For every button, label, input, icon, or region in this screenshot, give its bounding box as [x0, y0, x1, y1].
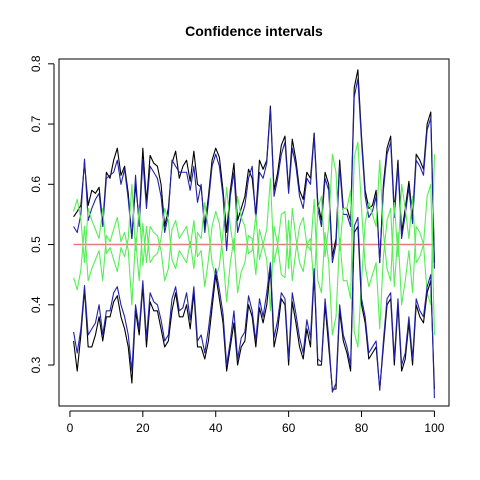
series-line-4 — [73, 153, 435, 348]
chart-title: Confidence intervals — [185, 23, 323, 39]
y-tick-label: 0.6 — [29, 176, 43, 193]
plot-frame — [58, 58, 450, 407]
plot-area — [73, 69, 435, 399]
y-tick-label: 0.4 — [29, 296, 43, 313]
x-tick-label: 0 — [67, 421, 74, 435]
series-line-3 — [73, 141, 435, 336]
y-tick-label: 0.7 — [29, 115, 43, 132]
x-tick-label: 60 — [282, 421, 296, 435]
x-tick-label: 100 — [424, 421, 444, 435]
y-tick-label: 0.8 — [29, 55, 43, 72]
series-line-2 — [73, 78, 435, 269]
y-tick-label: 0.3 — [29, 356, 43, 373]
axes: 0 20 40 60 80 100 0.3 0.4 0.5 0.6 0.7 0.8 — [29, 55, 445, 435]
x-tick-label: 20 — [136, 421, 150, 435]
x-tick-label: 40 — [209, 421, 223, 435]
x-tick-label: 80 — [355, 421, 369, 435]
y-tick-label: 0.5 — [29, 236, 43, 253]
series-line-6 — [73, 216, 435, 399]
